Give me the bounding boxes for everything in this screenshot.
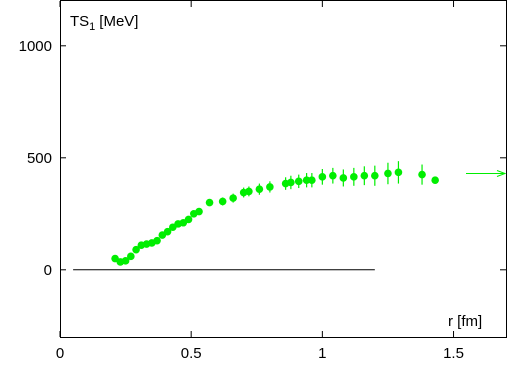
data-point (384, 169, 392, 178)
data-point (302, 176, 311, 184)
x-tick-label: 1 (318, 345, 326, 362)
y-axis-label-unit: [MeV] (99, 13, 138, 30)
asymptote-arrow (466, 170, 507, 177)
data-point (255, 185, 264, 193)
data-point (127, 252, 135, 261)
data-point (308, 176, 316, 184)
data-point (132, 245, 140, 254)
y-tick-label: 1000 (19, 38, 52, 55)
y-axis-label-main: TS (70, 13, 89, 30)
y-axis-label-sub: 1 (89, 21, 95, 33)
data-point (350, 173, 358, 181)
data-point (229, 194, 237, 202)
data-point (287, 178, 295, 187)
x-ticks: 0 0.5 1 1.5 (56, 1, 464, 362)
data-point (318, 173, 327, 181)
data-points (111, 161, 439, 266)
data-point (121, 257, 130, 265)
data-point (418, 170, 426, 179)
y-axis-label: TS1 [MeV] (70, 13, 138, 33)
x-tick-label: 1.5 (443, 345, 464, 362)
data-point (163, 227, 172, 236)
data-point (184, 215, 193, 224)
data-point (153, 236, 161, 245)
data-point (394, 168, 403, 177)
x-tick-label: 0.5 (181, 345, 202, 362)
x-axis-label: r [fm] (448, 313, 482, 330)
data-point (266, 183, 274, 191)
x-tick-label: 0 (56, 345, 64, 362)
y-tick-label: 0 (44, 262, 52, 279)
data-point (218, 197, 227, 206)
plot-frame (60, 0, 507, 338)
data-point (360, 171, 369, 180)
data-point (205, 198, 214, 207)
data-point (339, 174, 348, 182)
data-point (329, 171, 337, 180)
y-tick-label: 500 (27, 150, 52, 167)
arrow-head (496, 170, 507, 177)
data-point (245, 187, 253, 196)
y-ticks: 0 500 1000 (19, 38, 506, 279)
data-point (431, 176, 439, 184)
data-point (371, 171, 379, 180)
data-point (294, 177, 303, 186)
data-point (195, 207, 203, 216)
